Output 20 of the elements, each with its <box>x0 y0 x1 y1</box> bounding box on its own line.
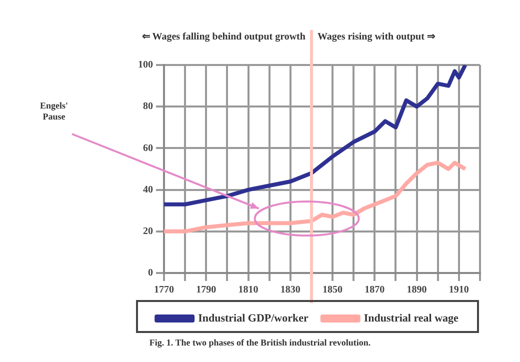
y-tick-label: 40 <box>143 184 153 196</box>
legend-label: Industrial GDP/worker <box>198 312 309 324</box>
x-tick-label: 1890 <box>406 284 427 296</box>
y-tick-label: 100 <box>138 60 153 71</box>
legend-label: Industrial real wage <box>364 312 459 324</box>
text: ⇐ Wages falling behind output growth <box>142 32 306 43</box>
caption: Fig. 1. The two phases of the British industrial revolution. <box>149 337 371 348</box>
text: Engels' Pause <box>40 100 68 122</box>
x-tick-label: 1910 <box>448 284 469 296</box>
text: Wages rising with output ⇒ <box>317 32 436 43</box>
x-tick-label: 1770 <box>154 284 174 296</box>
x-tick-label: 1790 <box>196 284 216 296</box>
y-tick-label: 0 <box>148 268 153 279</box>
y-tick-label: 60 <box>143 142 153 154</box>
y-tick-label: 20 <box>143 226 153 237</box>
x-tick-label: 1830 <box>280 284 300 296</box>
y-tick-label: 80 <box>143 101 153 112</box>
x-tick-label: 1870 <box>364 284 385 296</box>
x-tick-label: 1810 <box>238 284 258 296</box>
x-tick-label: 1850 <box>322 284 343 296</box>
